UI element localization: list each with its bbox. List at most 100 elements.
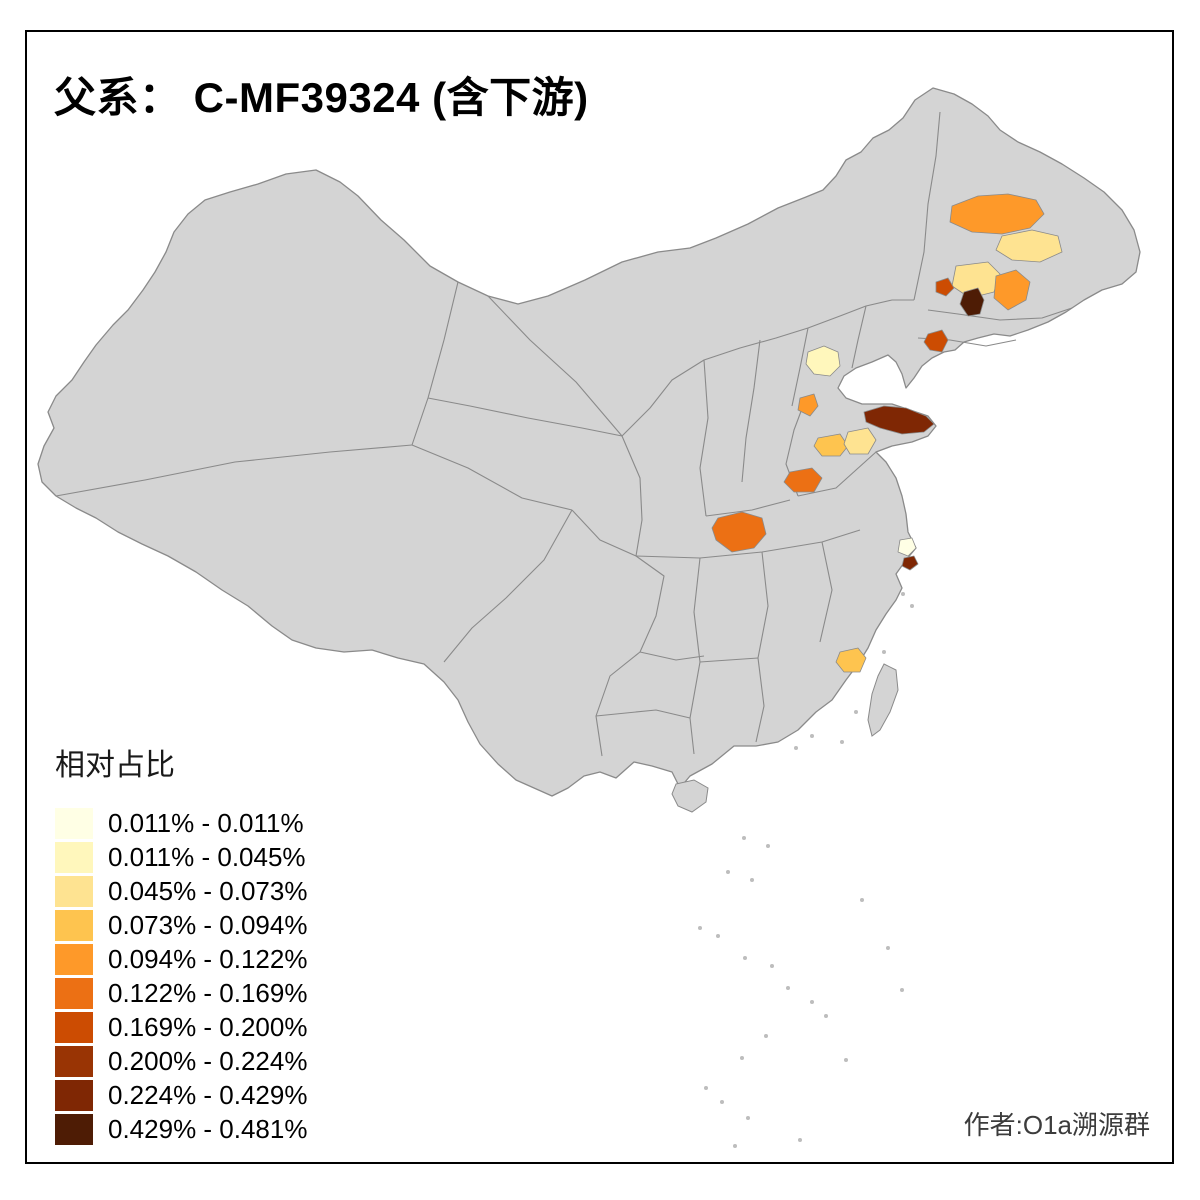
legend-swatch xyxy=(55,1113,93,1145)
author-credit: 作者:O1a溯源群 xyxy=(963,1110,1150,1140)
legend-label: 0.169% - 0.200% xyxy=(108,1011,308,1042)
border-line xyxy=(411,444,573,511)
legend-label: 0.224% - 0.429% xyxy=(108,1079,308,1110)
map-region-jilin-d xyxy=(959,287,985,317)
map-region-shandong-sw xyxy=(783,467,823,493)
legend: 相对占比 0.011% - 0.011% 0.011% - 0.045% 0.0… xyxy=(55,740,307,1146)
border-line xyxy=(487,295,623,437)
legend-title: 相对占比 xyxy=(55,749,175,782)
map-region-shanghai-b xyxy=(901,555,919,571)
province-borders xyxy=(55,111,1073,757)
border-line xyxy=(55,444,413,497)
islet xyxy=(794,746,798,750)
legend-swatch xyxy=(55,977,93,1009)
islet xyxy=(882,650,886,654)
map-region-central-china xyxy=(711,511,767,553)
border-line xyxy=(427,397,623,437)
highlighted-regions xyxy=(711,193,1063,673)
legend-swatch xyxy=(55,841,93,873)
legend-row: 0.200% - 0.224% xyxy=(55,1044,307,1078)
islet xyxy=(824,1014,828,1018)
legend-row: 0.224% - 0.429% xyxy=(55,1078,307,1112)
legend-row: 0.011% - 0.045% xyxy=(55,840,307,874)
legend-row: 0.073% - 0.094% xyxy=(55,908,307,942)
islet xyxy=(720,1100,724,1104)
legend-row: 0.094% - 0.122% xyxy=(55,942,307,976)
border-line xyxy=(571,509,665,653)
border-line xyxy=(927,307,1073,321)
islet xyxy=(716,934,720,938)
border-line xyxy=(621,435,643,557)
border-line xyxy=(851,305,867,369)
map-region-shandong-nw xyxy=(797,393,819,417)
map-region-heilongjiang-a xyxy=(949,193,1045,235)
islet xyxy=(910,604,914,608)
border-line xyxy=(595,709,691,719)
legend-label: 0.094% - 0.122% xyxy=(108,943,308,974)
border-line xyxy=(621,299,914,437)
border-line xyxy=(699,359,709,517)
map-region-fujian-coast xyxy=(835,647,867,673)
legend-swatch xyxy=(55,1045,93,1077)
legend-label: 0.011% - 0.011% xyxy=(108,807,304,838)
map-title: 父系： C-MF39324 (含下游) xyxy=(54,74,589,121)
border-line xyxy=(699,657,759,663)
border-line xyxy=(819,541,833,643)
map-region-shandong-central-b xyxy=(843,427,877,455)
islet xyxy=(726,870,730,874)
border-line xyxy=(913,111,941,301)
legend-swatch xyxy=(55,943,93,975)
legend-label: 0.200% - 0.224% xyxy=(108,1045,308,1076)
islet xyxy=(740,1056,744,1060)
islet xyxy=(786,986,790,990)
legend-row: 0.169% - 0.200% xyxy=(55,1010,307,1044)
border-line xyxy=(443,509,573,663)
border-line xyxy=(705,499,791,517)
map-region-liaoning-a xyxy=(923,329,949,353)
islet xyxy=(844,1058,848,1062)
legend-label: 0.073% - 0.094% xyxy=(108,909,308,940)
islet xyxy=(840,740,844,744)
map-region-jilin-c xyxy=(935,277,955,297)
legend-label: 0.122% - 0.169% xyxy=(108,977,308,1008)
legend-swatch xyxy=(55,1011,93,1043)
legend-swatch xyxy=(55,807,93,839)
taiwan-island xyxy=(867,663,899,737)
islet xyxy=(698,926,702,930)
border-line xyxy=(791,327,809,407)
map-region-shandong-peninsula xyxy=(863,405,935,435)
islet xyxy=(746,1116,750,1120)
islet xyxy=(854,710,858,714)
border-line xyxy=(411,281,459,446)
sea-islands xyxy=(698,592,914,1148)
legend-swatch xyxy=(55,875,93,907)
map-region-shanghai-a xyxy=(897,537,917,557)
islands xyxy=(671,663,899,813)
legend-label: 0.011% - 0.045% xyxy=(108,841,306,872)
islet xyxy=(886,946,890,950)
legend-row: 0.122% - 0.169% xyxy=(55,976,307,1010)
islet xyxy=(750,878,754,882)
china-mainland xyxy=(37,87,1141,797)
islet xyxy=(743,956,747,960)
islet xyxy=(798,1138,802,1142)
islet xyxy=(742,836,746,840)
islet xyxy=(810,734,814,738)
map-region-beijing xyxy=(805,345,841,377)
legend-row: 0.429% - 0.481% xyxy=(55,1112,307,1146)
islet xyxy=(810,1000,814,1004)
islet xyxy=(900,988,904,992)
islet xyxy=(764,1034,768,1038)
legend-label: 0.429% - 0.481% xyxy=(108,1113,308,1144)
islet xyxy=(860,898,864,902)
islet xyxy=(704,1086,708,1090)
islet xyxy=(901,592,905,596)
border-line xyxy=(639,651,705,661)
map-region-heilongjiang-b xyxy=(995,229,1063,263)
legend-swatch xyxy=(55,1079,93,1111)
legend-label: 0.045% - 0.073% xyxy=(108,875,308,906)
border-line xyxy=(797,451,877,497)
islet xyxy=(770,964,774,968)
